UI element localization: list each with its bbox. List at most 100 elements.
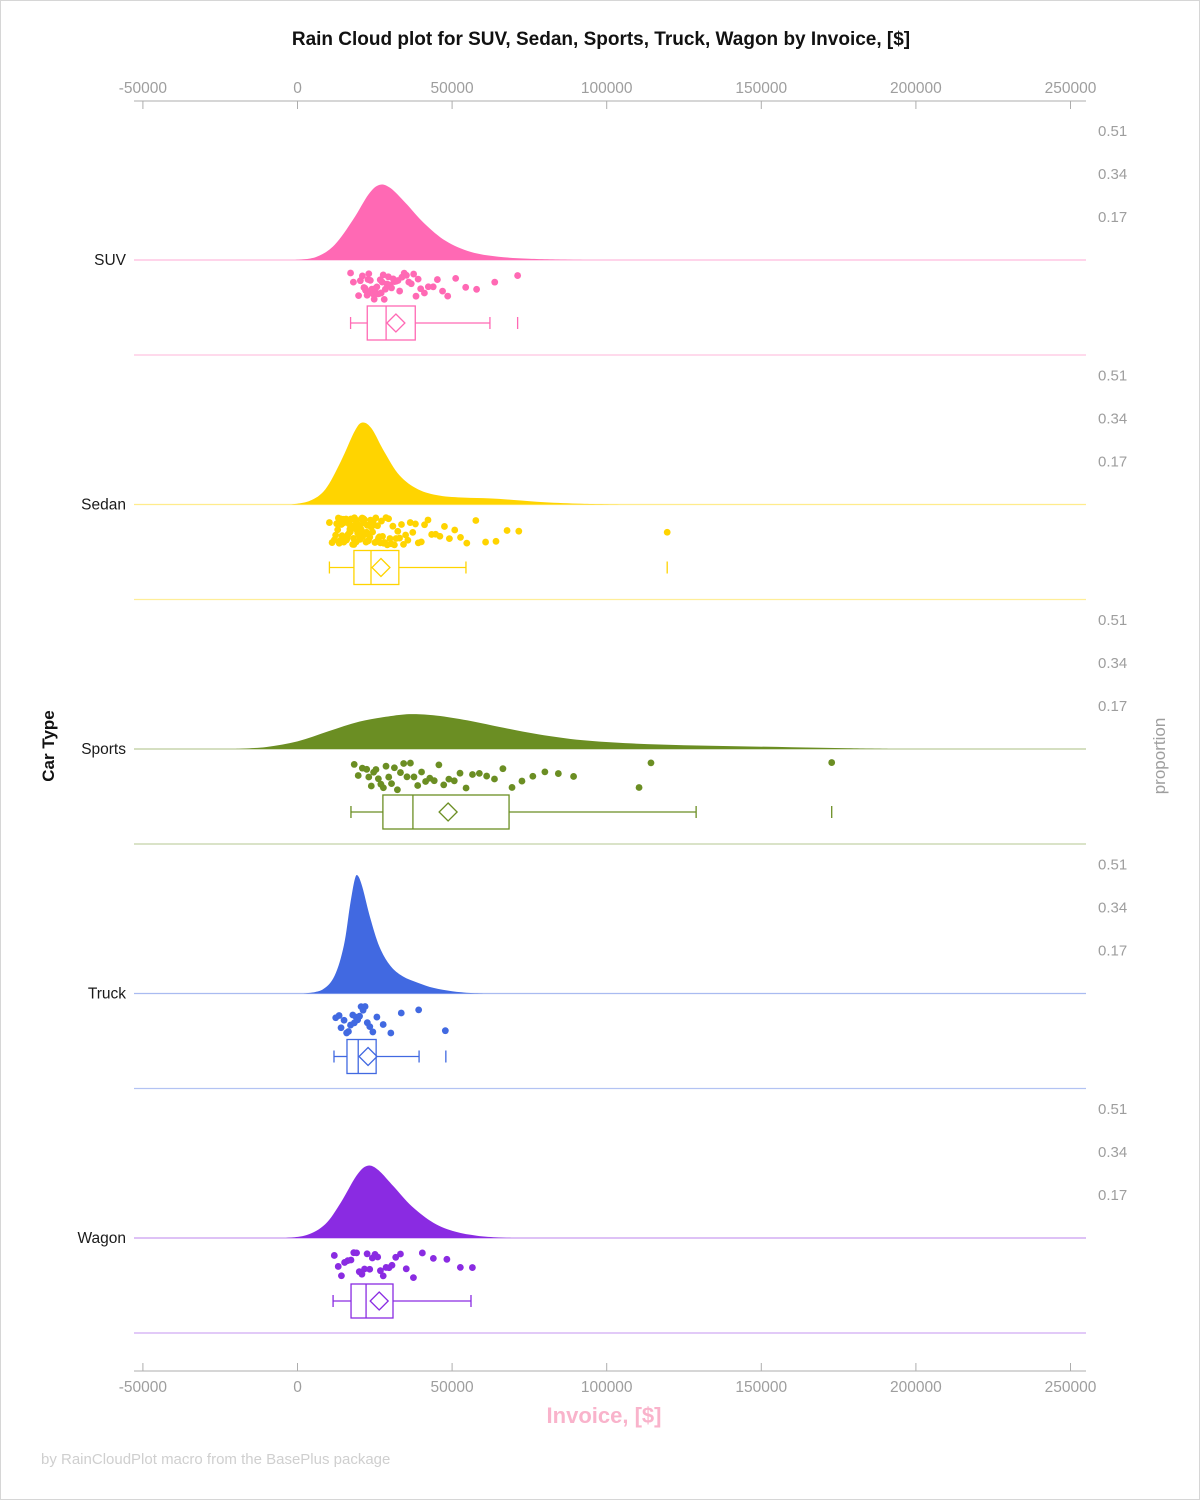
box-wagon (350, 1283, 394, 1319)
data-point-suv (349, 278, 357, 286)
x-axis-top-tick-label: 250000 (1045, 80, 1097, 97)
density-area-sedan (291, 422, 623, 505)
data-point-sedan (398, 521, 405, 528)
x-axis-bottom-tick-label: 200000 (890, 1379, 942, 1396)
data-point-sports (475, 769, 483, 777)
data-point-truck (441, 1027, 449, 1035)
proportion-tick-label-suv: 0.17 (1098, 209, 1127, 226)
data-point-sports (363, 765, 371, 773)
data-point-sedan (366, 533, 374, 541)
box-truck (346, 1038, 377, 1075)
x-axis-top-tick-label: 50000 (431, 80, 474, 97)
data-point-sports (499, 765, 507, 773)
mean-diamond-sports (438, 802, 459, 822)
data-point-sports (385, 773, 393, 781)
data-point-suv (396, 287, 404, 295)
x-axis-bottom-tick-label: 50000 (431, 1379, 474, 1396)
data-point-suv (444, 292, 452, 300)
data-point-sports (379, 784, 387, 792)
data-point-suv (462, 283, 470, 291)
data-point-suv (359, 272, 366, 280)
data-point-suv (365, 270, 373, 278)
y-axis-label: Car Type (39, 710, 58, 782)
data-point-sports (435, 761, 443, 769)
data-point-truck (366, 1023, 374, 1030)
data-point-wagon (374, 1253, 382, 1261)
data-point-suv (421, 289, 428, 297)
mean-diamond-wagon (369, 1291, 390, 1311)
data-point-truck (345, 1028, 352, 1035)
data-point-suv (514, 272, 522, 279)
proportion-tick-label-suv: 0.34 (1098, 166, 1127, 183)
data-point-sports (418, 768, 425, 776)
data-point-sports (483, 772, 491, 780)
data-point-truck (335, 1012, 343, 1019)
data-point-suv (491, 278, 499, 286)
data-point-wagon (338, 1272, 345, 1280)
data-point-sedan (396, 534, 403, 542)
data-point-suv (355, 292, 362, 300)
data-point-sports (462, 784, 470, 792)
data-point-sports (350, 761, 358, 768)
data-point-sedan (417, 538, 425, 546)
data-point-sedan (503, 527, 511, 534)
data-point-sports (469, 771, 476, 778)
data-point-sports (529, 772, 537, 780)
data-point-sedan (394, 527, 402, 535)
data-point-sedan (492, 537, 500, 545)
data-point-suv (347, 269, 354, 277)
data-point-wagon (456, 1263, 464, 1271)
data-point-sports (393, 786, 401, 794)
data-point-sports (430, 777, 438, 785)
data-point-suv (388, 284, 395, 292)
box-sedan (353, 549, 400, 586)
category-label-wagon: Wagon (77, 1230, 126, 1247)
data-point-sedan (482, 538, 489, 546)
proportion-axis-label: proportion (1150, 717, 1169, 795)
data-point-sedan (391, 541, 398, 549)
data-point-suv (429, 283, 437, 291)
density-area-suv (294, 184, 592, 260)
data-point-sports (400, 760, 408, 767)
data-point-wagon (377, 1267, 384, 1275)
data-point-sedan (441, 523, 448, 530)
data-point-sedan (326, 519, 333, 526)
data-point-truck (369, 1028, 377, 1036)
x-axis-bottom-tick-label: 150000 (735, 1379, 787, 1396)
mean-diamond-sedan (371, 557, 391, 578)
data-point-wagon (397, 1250, 404, 1258)
data-point-sedan (515, 527, 523, 535)
data-point-suv (380, 295, 388, 303)
data-point-sports (354, 772, 362, 779)
data-point-sports (397, 769, 404, 776)
box-suv (366, 305, 416, 341)
proportion-tick-label-truck: 0.51 (1098, 856, 1127, 873)
data-point-sedan (409, 528, 417, 536)
data-point-sports (403, 773, 411, 781)
data-point-sedan (457, 533, 464, 541)
data-point-suv (369, 290, 377, 298)
data-point-sedan (406, 519, 414, 526)
data-point-sedan (402, 531, 410, 539)
data-point-sports (388, 780, 395, 788)
category-label-sedan: Sedan (81, 497, 126, 514)
data-point-sedan (379, 532, 386, 540)
box-sports (382, 794, 510, 830)
data-point-suv (410, 270, 418, 278)
data-point-wagon (402, 1265, 410, 1273)
data-point-suv (366, 276, 374, 284)
data-point-sedan (412, 520, 419, 528)
data-point-wagon (410, 1274, 417, 1281)
proportion-tick-label-sports: 0.17 (1098, 698, 1127, 715)
proportion-tick-label-sedan: 0.34 (1098, 410, 1127, 427)
data-point-sports (391, 764, 398, 772)
x-axis-label: Invoice, [$] (546, 1403, 662, 1428)
data-point-sedan (663, 528, 671, 536)
proportion-tick-label-sports: 0.34 (1098, 655, 1127, 672)
category-label-sports: Sports (81, 741, 126, 758)
data-point-sports (365, 773, 373, 781)
data-point-truck (415, 1006, 423, 1014)
x-axis-bottom-tick-label: 100000 (581, 1379, 633, 1396)
proportion-tick-label-wagon: 0.17 (1098, 1187, 1127, 1204)
